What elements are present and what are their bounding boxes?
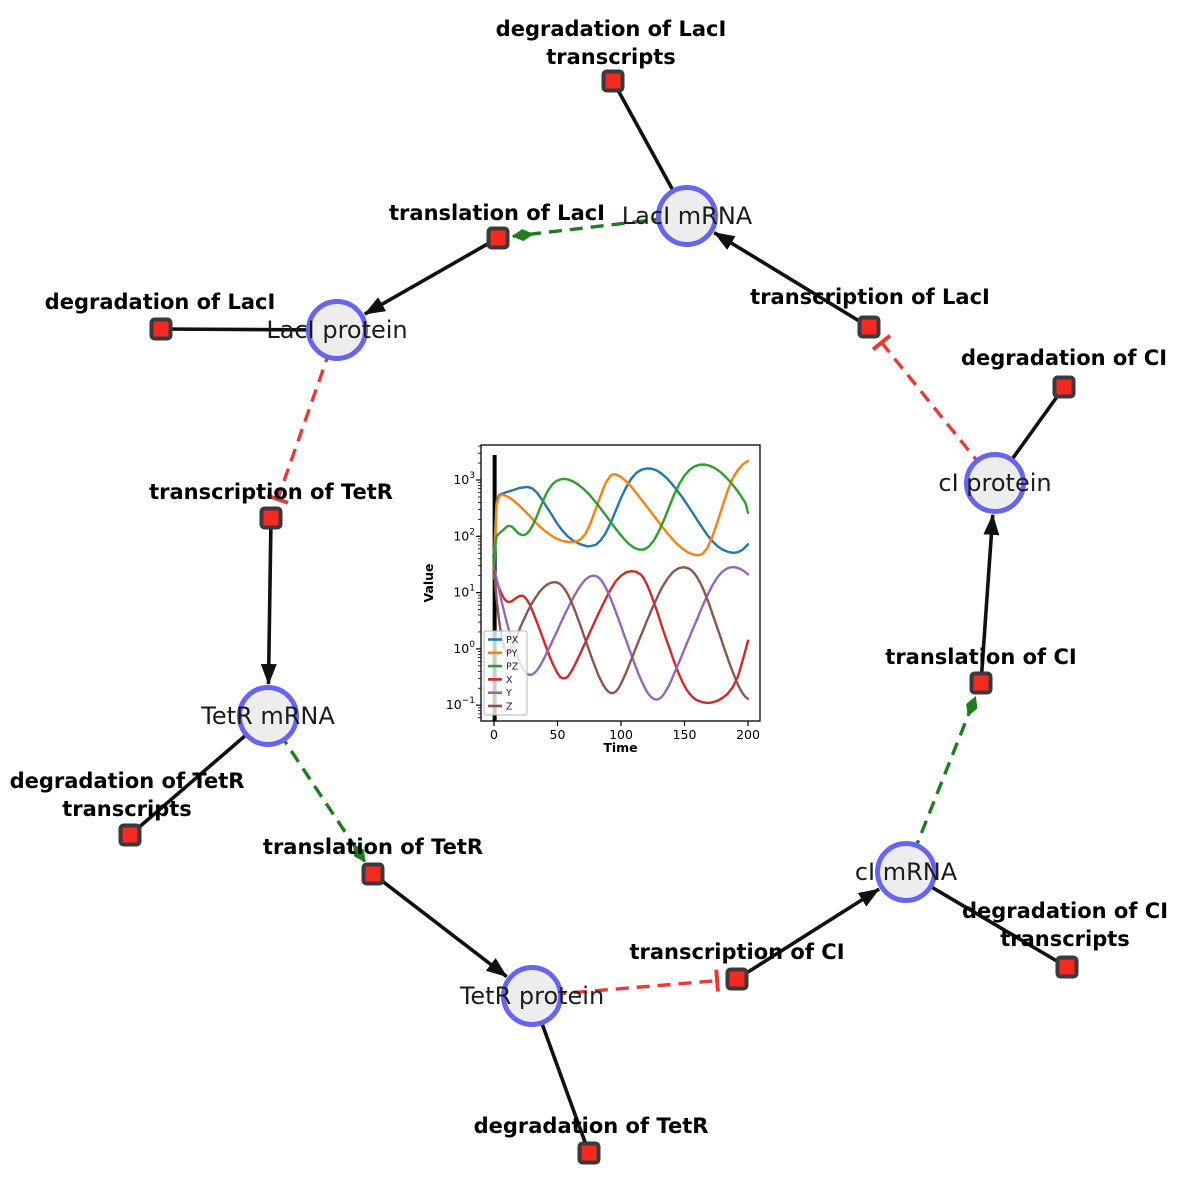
reaction-node-transcription_of_tetR [259,506,283,530]
y-axis-title: Value [421,563,436,602]
reaction-label-degradation_of_lacI: degradation of LacI [45,288,276,316]
reaction-label-translation_of_lacI: translation of LacI [389,199,605,227]
reaction-label-line: translation of CI [885,645,1077,669]
species-node-cI_mRNA [875,841,937,903]
edge-production-transcription_of_lacI-to-lacI_mRNA [713,231,870,329]
species-node-cI_protein [964,452,1026,514]
x-axis-title: Time [603,740,637,755]
y-tick-label: 10−1 [446,696,475,712]
reaction-label-degradation_of_tetR_transcripts: degradation of TetR transcripts [10,767,245,823]
edge-production-transcription_of_tetR-to-tetR_mRNA [260,517,277,686]
chart-series-PY [492,459,750,572]
reaction-node-degradation_of_tetR [577,1141,601,1165]
reaction-label-translation_of_cI: translation of CI [885,643,1076,671]
species-node-tetR_mRNA [237,685,299,747]
reaction-node-degradation_of_tetR_transcripts [118,823,142,847]
reaction-label-line: transcripts [546,45,676,69]
reaction-label-line: degradation of LacI [495,17,727,41]
reaction-node-translation_of_tetR [361,862,385,886]
reaction-label-line: transcription of CI [629,940,845,964]
reaction-label-transcription_of_lacI: transcription of LacI [750,283,990,311]
plot-area [492,455,750,721]
species-label-lacI_protein: LacI protein [266,316,408,344]
reaction-node-degradation_of_lacI_transcripts [601,69,625,93]
timeseries-plot: 0 50 100 150 20010−1100101102103TimeValuePXP… [421,444,761,755]
legend-label-PZ: PZ [506,662,519,673]
y-tick-label: 100 [453,640,475,656]
reaction-node-transcription_of_cI [725,967,749,991]
reaction-label-line: translation of LacI [389,201,605,225]
reaction-label-line: transcripts [1000,927,1130,951]
edge-consumption-cI_mRNA-to-degradation_of_cI_transcripts [905,870,1068,969]
reaction-label-line: degradation of CI [960,346,1168,370]
y-tick-label: 101 [453,584,475,600]
edge-production-translation_of_lacI-to-lacI_protein [363,236,499,316]
reaction-label-line: transcription of LacI [750,285,990,309]
species-label-cI_mRNA: cI mRNA [854,858,958,886]
reaction-label-line: degradation of LacI [44,290,276,314]
legend-label-Z: Z [506,702,513,713]
reaction-label-degradation_of_tetR: degradation of TetR [474,1112,709,1140]
legend-label-PX: PX [506,635,519,646]
chart-series-Y [492,565,750,701]
reaction-label-degradation_of_lacI_transcripts: degradation of LacI transcripts [496,15,727,71]
x-tick-label: 0 [490,727,498,742]
reaction-label-line: degradation of TetR [9,769,245,793]
reaction-label-line: degradation of CI [961,899,1169,923]
chart-series-PZ [492,463,750,580]
species-label-cI_protein: cI protein [938,469,1052,497]
reaction-label-line: transcripts [62,797,192,821]
species-label-tetR_protein: TetR protein [459,982,605,1010]
species-node-lacI_protein [306,299,368,361]
reaction-label-line: translation of TetR [262,835,484,859]
species-label-lacI_mRNA: LacI mRNA [621,202,753,230]
legend-label-Y: Y [505,688,512,699]
reaction-label-transcription_of_tetR: transcription of TetR [149,478,393,506]
x-tick-label: 150 [673,727,697,742]
x-tick-label: 50 [550,727,566,742]
chart-legend: PX PY PZ XYZ [483,630,528,716]
y-tick-label: 103 [453,471,475,487]
reaction-node-degradation_of_lacI [149,317,173,341]
reaction-node-translation_of_lacI [486,226,510,250]
reaction-label-degradation_of_cI: degradation of CI [961,344,1167,372]
species-label-tetR_mRNA: TetR mRNA [201,702,335,730]
legend-label-PY: PY [506,648,518,659]
y-tick-label: 102 [453,527,475,543]
species-node-tetR_protein [501,965,563,1027]
reaction-node-transcription_of_lacI [857,315,881,339]
reaction-label-degradation_of_cI_transcripts: degradation of CI transcripts [962,897,1168,953]
edge-production-translation_of_tetR-to-tetR_protein [371,872,508,978]
x-tick-label: 200 [736,727,760,742]
legend-label-X: X [506,675,513,686]
reaction-label-transcription_of_cI: transcription of CI [629,938,844,966]
reaction-label-line: degradation of TetR [473,1114,709,1138]
reaction-node-degradation_of_cI_transcripts [1055,955,1079,979]
x-tick-label: 100 [609,727,633,742]
species-node-lacI_mRNA [656,185,718,247]
edge-production-transcription_of_cI-to-cI_mRNA [736,887,880,981]
reaction-label-line: transcription of TetR [149,480,393,504]
edge-production-translation_of_cI-to-cI_protein [979,513,1000,684]
reaction-label-translation_of_tetR: translation of TetR [263,833,483,861]
reaction-node-translation_of_cI [969,671,993,695]
reaction-node-degradation_of_cI [1052,375,1076,399]
chart-series-Z [492,566,750,700]
chart-series-PX [492,467,750,555]
